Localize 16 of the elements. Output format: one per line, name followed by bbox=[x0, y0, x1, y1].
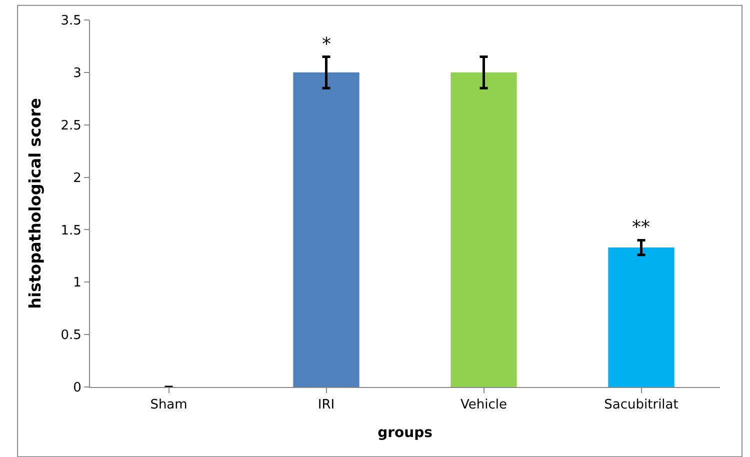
x-axis-title: groups bbox=[378, 424, 432, 441]
y-tick-label: 1.5 bbox=[60, 223, 82, 238]
y-tick-label: 3.5 bbox=[60, 14, 82, 29]
annotation: * bbox=[322, 34, 331, 55]
x-tick-label: IRI bbox=[318, 398, 335, 413]
y-tick-label: 1 bbox=[73, 276, 82, 291]
y-axis-title: histopathological score bbox=[26, 98, 45, 309]
y-tick-label: 2 bbox=[73, 170, 82, 186]
y-tick-label: 0 bbox=[73, 380, 82, 396]
x-tick-label: Sham bbox=[150, 398, 188, 413]
y-tick-label: 2.5 bbox=[60, 118, 82, 134]
x-tick-label: Vehicle bbox=[460, 398, 507, 413]
y-tick-label: 0.5 bbox=[60, 328, 82, 344]
annotation: ** bbox=[632, 217, 650, 238]
x-tick-label: Sacubitrilat bbox=[604, 398, 678, 413]
y-tick-label: 3 bbox=[73, 66, 82, 81]
